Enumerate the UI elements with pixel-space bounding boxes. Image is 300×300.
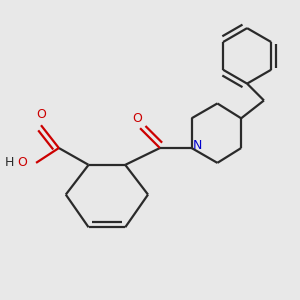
Text: O: O bbox=[17, 156, 27, 170]
Text: N: N bbox=[193, 139, 203, 152]
Text: H: H bbox=[4, 156, 14, 170]
Text: O: O bbox=[36, 108, 46, 121]
Text: O: O bbox=[132, 112, 142, 125]
